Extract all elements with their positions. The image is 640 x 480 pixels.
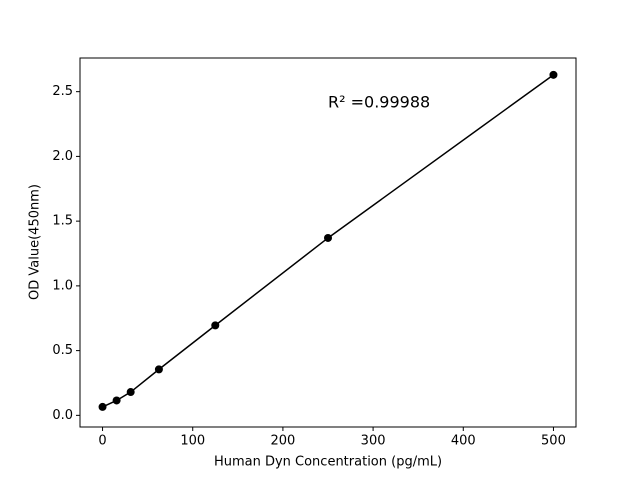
data-point [126, 388, 135, 397]
data-point [549, 70, 558, 79]
x-tick-label: 100 [180, 434, 205, 449]
y-tick-label: 2.0 [52, 149, 73, 164]
data-point [211, 321, 220, 330]
axes-frame [79, 57, 577, 428]
y-tick-label: 1.5 [52, 214, 73, 229]
x-tick-label: 300 [361, 434, 386, 449]
x-axis-label: Human Dyn Concentration (pg/mL) [214, 455, 442, 470]
y-tick-label: 2.5 [52, 84, 73, 99]
annotation: R² =0.99988 [328, 93, 430, 112]
data-point [154, 365, 163, 374]
y-tick-label: 0.5 [52, 343, 73, 358]
data-point [112, 396, 121, 405]
x-tick-label: 400 [451, 434, 476, 449]
data-point [98, 402, 107, 411]
y-tick-label: 0.0 [52, 408, 73, 423]
x-tick-label: 500 [541, 434, 566, 449]
x-tick-label: 0 [98, 434, 106, 449]
y-axis-label: OD Value(450nm) [28, 184, 43, 300]
x-tick-label: 200 [270, 434, 295, 449]
data-point [324, 233, 332, 242]
y-tick-label: 1.0 [52, 278, 73, 293]
